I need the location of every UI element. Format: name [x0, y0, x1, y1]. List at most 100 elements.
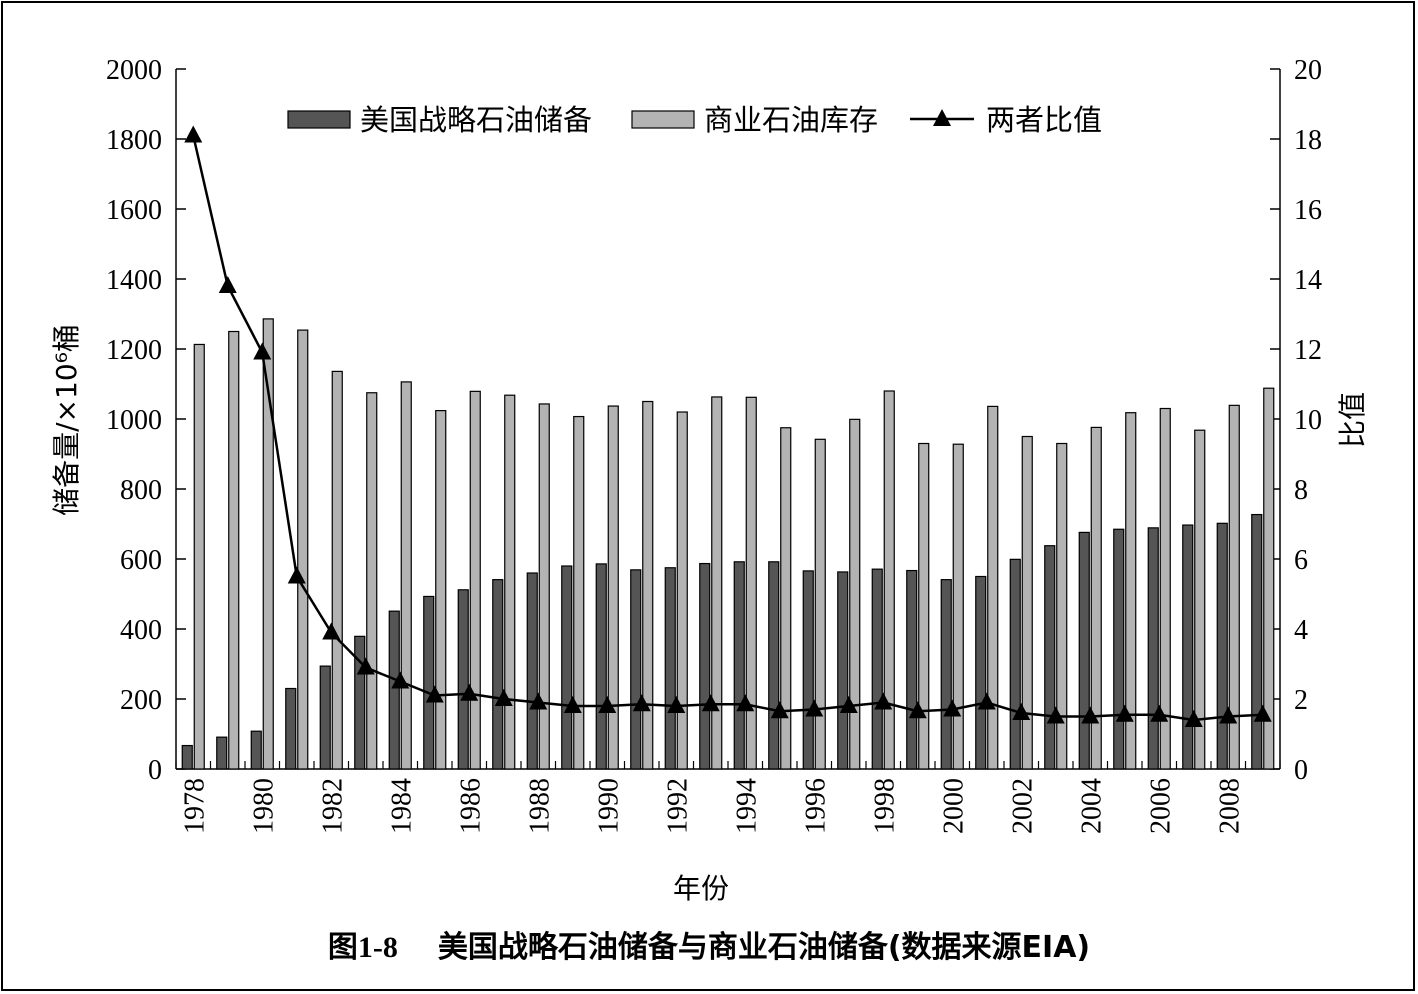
ratio-marker — [322, 622, 341, 640]
bar-strategic-reserve — [1044, 545, 1056, 770]
ratio-marker — [391, 671, 410, 689]
bar-strategic-reserve — [630, 569, 642, 770]
bar-strategic-reserve — [457, 589, 469, 770]
bar-commercial-stock — [1056, 442, 1068, 770]
bar-commercial-stock — [1021, 435, 1033, 770]
legend-marker-ratio — [933, 109, 951, 126]
bar-strategic-reserve — [837, 571, 849, 770]
bar-strategic-reserve — [1216, 522, 1228, 770]
bar-commercial-stock — [711, 396, 723, 770]
ratio-marker — [667, 696, 686, 713]
x-axis-label: 年份 — [673, 872, 729, 905]
right-y-tick-label: 8 — [1294, 475, 1308, 506]
ratio-marker — [1081, 706, 1100, 724]
ratio-marker — [874, 692, 893, 710]
ratio-marker — [460, 683, 479, 701]
left-y-tick-label: 1000 — [106, 405, 162, 436]
x-tick-label: 1994 — [731, 778, 762, 834]
right-y-tick-label: 12 — [1294, 335, 1322, 366]
x-tick-label: 1996 — [800, 778, 831, 834]
bar-strategic-reserve — [1182, 524, 1194, 770]
bar-strategic-reserve — [216, 736, 228, 770]
bar-commercial-stock — [504, 394, 516, 770]
left-y-tick-label: 600 — [120, 545, 162, 576]
right-y-tick-label: 6 — [1294, 545, 1308, 576]
ratio-marker — [184, 125, 203, 143]
bar-commercial-stock — [883, 390, 895, 770]
left-y-tick-label: 1800 — [106, 125, 162, 156]
bar-strategic-reserve — [906, 569, 918, 770]
ratio-marker — [1150, 704, 1169, 722]
x-tick-label: 2004 — [1076, 778, 1107, 834]
bar-strategic-reserve — [285, 687, 297, 770]
bar-commercial-stock — [1125, 412, 1137, 770]
bar-strategic-reserve — [492, 579, 504, 770]
figure-number: 图1-8 — [327, 931, 398, 964]
bar-strategic-reserve — [940, 579, 952, 770]
x-tick-label: 2008 — [1214, 778, 1245, 834]
bar-commercial-stock — [538, 403, 550, 770]
bar-strategic-reserve — [250, 730, 262, 770]
bar-strategic-reserve — [354, 635, 366, 770]
x-tick-label: 2002 — [1007, 778, 1038, 834]
bar-strategic-reserve — [561, 565, 573, 770]
bar-commercial-stock — [262, 318, 274, 770]
ratio-marker — [494, 689, 513, 706]
left-y-tick-label: 200 — [120, 685, 162, 716]
ratio-marker — [770, 701, 789, 719]
figure-caption-text: 美国战略石油储备与商业石油储备(数据来源EIA) — [437, 930, 1091, 965]
ratio-marker — [632, 694, 651, 712]
bar-strategic-reserve — [319, 665, 331, 770]
bar-strategic-reserve — [1113, 528, 1125, 770]
right-y-tick-label: 0 — [1294, 755, 1308, 786]
bar-commercial-stock — [780, 427, 792, 770]
ratio-marker — [1012, 703, 1031, 720]
right-y-tick-label: 10 — [1294, 405, 1322, 436]
ratio-marker — [701, 694, 720, 712]
bar-commercial-stock — [1263, 387, 1275, 770]
ratio-marker — [1115, 704, 1134, 722]
ratio-line — [192, 135, 1263, 722]
bar-strategic-reserve — [1251, 513, 1263, 770]
bar-commercial-stock — [366, 392, 378, 770]
bar-strategic-reserve — [1147, 527, 1159, 770]
ratio-marker — [977, 692, 996, 710]
bar-strategic-reserve — [768, 561, 780, 770]
left-y-tick-label: 0 — [148, 755, 162, 786]
x-tick-label: 1982 — [317, 778, 348, 834]
x-tick-label: 1990 — [593, 778, 624, 834]
ratio-marker — [598, 696, 617, 713]
x-tick-label: 2006 — [1145, 778, 1176, 834]
bar-commercial-stock — [642, 400, 654, 770]
bar-commercial-stock — [193, 343, 205, 770]
bar-strategic-reserve — [733, 561, 745, 770]
bar-strategic-reserve — [1078, 531, 1090, 770]
ratio-marker — [1184, 710, 1203, 727]
ratio-marker — [529, 692, 548, 710]
x-tick-label: 1988 — [524, 778, 555, 834]
bar-commercial-stock — [1090, 426, 1102, 770]
legend-swatch-strategic-reserve — [287, 110, 351, 129]
bar-commercial-stock — [435, 410, 447, 770]
left-y-tick-label: 800 — [120, 475, 162, 506]
bar-commercial-stock — [1159, 407, 1171, 770]
x-tick-label: 2000 — [938, 778, 969, 834]
ratio-marker — [218, 276, 237, 293]
bar-strategic-reserve — [423, 595, 435, 770]
bar-commercial-stock — [814, 438, 826, 770]
ratio-marker — [736, 694, 755, 712]
ratio-marker — [356, 657, 375, 675]
left-y-axis-label: 储备量/×10⁶桶 — [50, 324, 83, 516]
ratio-marker — [943, 699, 962, 717]
bar-commercial-stock — [1228, 404, 1240, 770]
left-y-tick-label: 1600 — [106, 195, 162, 226]
bar-strategic-reserve — [595, 563, 607, 770]
ratio-marker — [287, 566, 306, 584]
right-y-tick-label: 4 — [1294, 615, 1308, 646]
ratio-marker — [425, 685, 444, 703]
bar-strategic-reserve — [802, 570, 814, 770]
right-y-tick-label: 2 — [1294, 685, 1308, 716]
bar-commercial-stock — [952, 443, 964, 770]
bar-strategic-reserve — [975, 575, 987, 770]
